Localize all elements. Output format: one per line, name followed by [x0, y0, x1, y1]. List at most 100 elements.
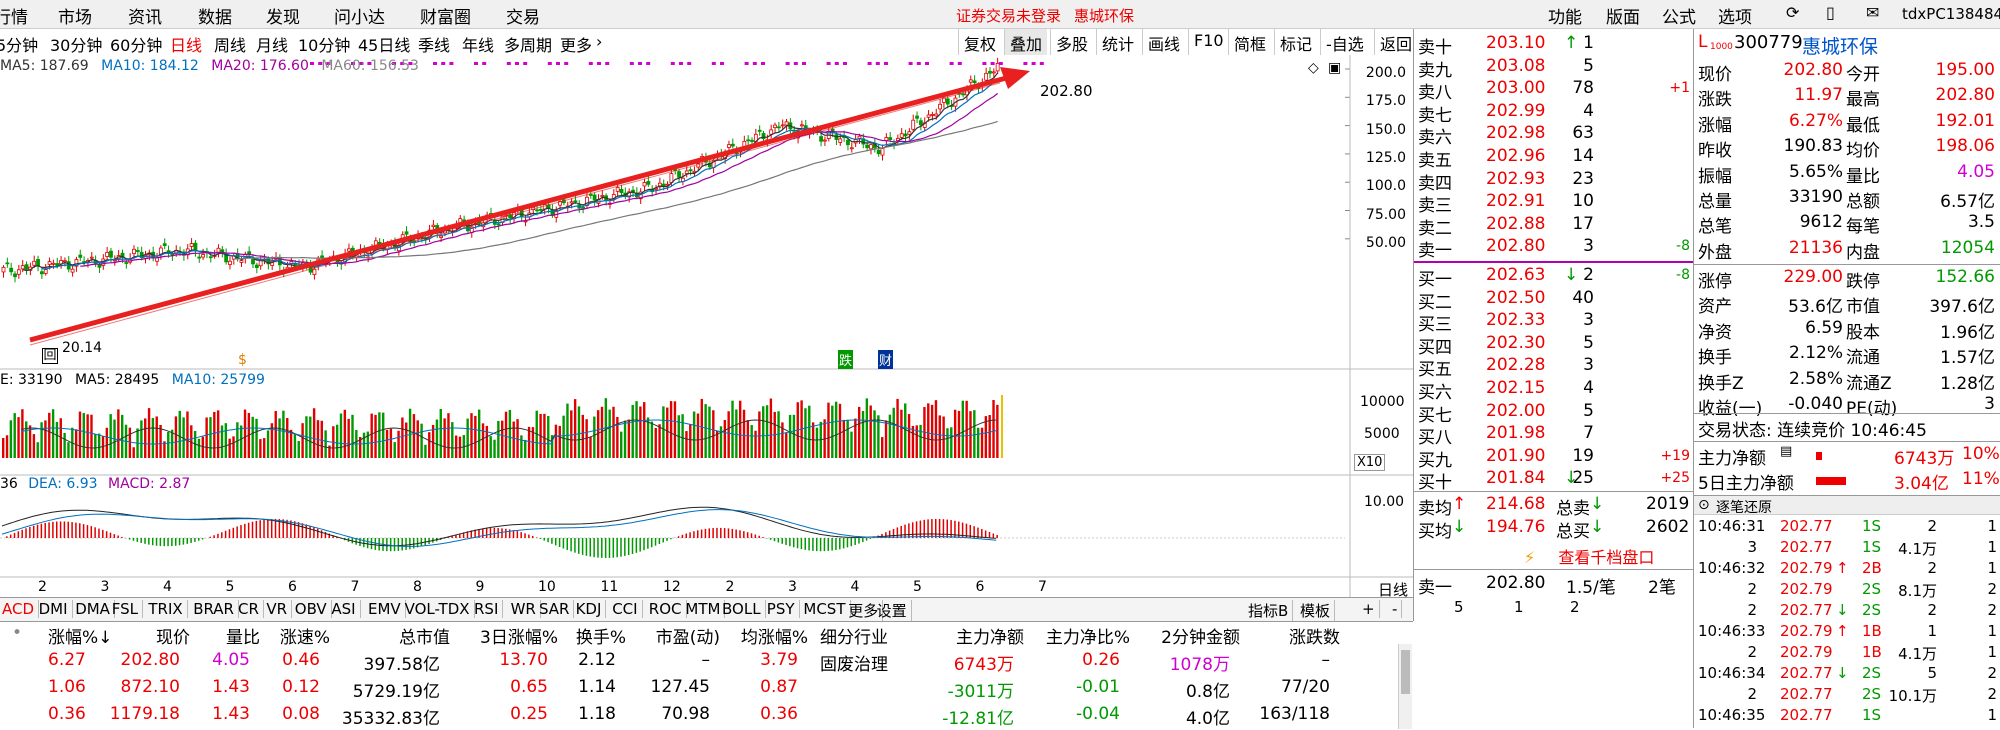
bid-row-7[interactable]: 买七 202.00 5: [1414, 401, 1694, 426]
table-cell[interactable]: 0.8亿: [1185, 682, 1230, 702]
stock-name[interactable]: 惠城环保: [1802, 36, 1879, 58]
info-icon[interactable]: ▤: [1780, 444, 1793, 459]
table-cell[interactable]: 1.43: [212, 704, 250, 724]
indicator-tab-vr[interactable]: VR: [262, 600, 293, 618]
vol-scale-badge[interactable]: X10: [1354, 454, 1386, 471]
ask-row-7[interactable]: 卖七 202.99 4: [1414, 101, 1694, 126]
btn-draw[interactable]: 画线: [1142, 29, 1186, 55]
chevron-right-icon[interactable]: ›: [596, 32, 603, 51]
menu-market[interactable]: 市场: [58, 8, 92, 28]
table-header[interactable]: 市盈(动): [655, 628, 720, 648]
ask-row-3[interactable]: 卖三 202.91 10: [1414, 191, 1694, 216]
indicator-b-button[interactable]: 指标B: [1244, 600, 1294, 621]
btn-f10[interactable]: F10: [1188, 29, 1229, 55]
menu-news[interactable]: 资讯: [128, 8, 162, 28]
table-cell[interactable]: –: [701, 650, 711, 670]
zoom-in-button[interactable]: +: [1358, 600, 1380, 618]
ask-row-6[interactable]: 卖六 202.98 63: [1414, 123, 1694, 148]
ask-row-10[interactable]: 卖十 203.10 ↑ 1: [1414, 33, 1694, 58]
table-cell[interactable]: 77/20: [1281, 677, 1330, 697]
indicator-tab-rsi[interactable]: RSI: [470, 600, 504, 618]
menu-formula[interactable]: 公式: [1662, 8, 1696, 28]
indicator-tab-asi[interactable]: ASI: [327, 600, 361, 618]
table-cell[interactable]: 0.12: [282, 677, 320, 697]
bid-row-3[interactable]: 买三 202.33 3: [1414, 310, 1694, 335]
table-header[interactable]: 涨跌数: [1289, 628, 1340, 648]
period-45day[interactable]: 45日线: [358, 36, 411, 55]
menu-ask[interactable]: 问小达: [334, 8, 385, 28]
indicator-tab-dmi[interactable]: DMI: [35, 600, 73, 618]
ask-row-9[interactable]: 卖九 203.08 5: [1414, 56, 1694, 81]
ask-row-4[interactable]: 卖四 202.93 23: [1414, 169, 1694, 194]
table-cell[interactable]: 6.27: [48, 650, 86, 670]
indicator-tab-更多[interactable]: 更多: [844, 600, 884, 621]
table-cell[interactable]: 4.0亿: [1185, 709, 1230, 729]
limit-down-marker[interactable]: 跌: [838, 350, 854, 369]
bid-row-10[interactable]: 买十 201.84 ↓ 25 +25: [1414, 468, 1694, 493]
table-header[interactable]: 均涨幅%: [740, 628, 808, 648]
view-depth-text[interactable]: 查看千档盘口: [1558, 548, 1655, 567]
period-60min[interactable]: 60分钟: [110, 36, 163, 55]
table-cell[interactable]: 0.46: [282, 650, 320, 670]
bid-row-4[interactable]: 买四 202.30 5: [1414, 333, 1694, 358]
period-daily[interactable]: 日线: [170, 36, 203, 55]
indicator-tab-emv[interactable]: EMV: [364, 600, 406, 618]
table-cell[interactable]: 1.14: [578, 677, 616, 697]
btn-watchlist[interactable]: -自选: [1320, 29, 1369, 55]
table-header[interactable]: 涨幅%↓: [48, 628, 113, 648]
table-header[interactable]: 主力净比%: [1045, 628, 1130, 648]
table-cell[interactable]: 固废治理: [820, 655, 888, 675]
bid-row-2[interactable]: 买二 202.50 40: [1414, 288, 1694, 313]
indicator-tab-fsl[interactable]: FSL: [108, 600, 144, 618]
menu-function[interactable]: 功能: [1548, 8, 1582, 28]
bid-row-5[interactable]: 买五 202.28 3: [1414, 355, 1694, 380]
login-status[interactable]: 证券交易未登录: [956, 7, 1062, 25]
table-cell[interactable]: 202.80: [120, 650, 180, 670]
indicator-tab-acd[interactable]: ACD: [0, 600, 40, 618]
table-cell[interactable]: 4.05: [212, 650, 250, 670]
btn-overlay[interactable]: 叠加: [1004, 29, 1048, 55]
table-cell[interactable]: 5729.19亿: [352, 682, 440, 702]
bid-row-8[interactable]: 买八 201.98 7: [1414, 423, 1694, 448]
indicator-tab-kdj[interactable]: KDJ: [572, 600, 607, 618]
bid-row-6[interactable]: 买六 202.15 4: [1414, 378, 1694, 403]
table-cell[interactable]: 0.36: [48, 704, 86, 724]
indicator-tab-psy[interactable]: PSY: [763, 600, 800, 618]
indicator-tab-obv[interactable]: OBV: [291, 600, 332, 618]
period-30min[interactable]: 30分钟: [50, 36, 103, 55]
btn-back[interactable]: 返回: [1374, 29, 1418, 55]
menu-quote[interactable]: 行情: [0, 8, 28, 28]
table-cell[interactable]: 3.79: [760, 650, 798, 670]
indicator-tab-mcst[interactable]: MCST: [799, 600, 851, 618]
calendar-icon[interactable]: 回: [42, 348, 58, 364]
table-cell[interactable]: 1078万: [1169, 655, 1230, 675]
ask-row-2[interactable]: 卖二 202.88 17: [1414, 214, 1694, 239]
window-icon[interactable]: ▣: [1328, 60, 1342, 76]
menu-data[interactable]: 数据: [198, 8, 232, 28]
period-year[interactable]: 年线: [462, 36, 495, 55]
table-cell[interactable]: 127.45: [650, 677, 710, 697]
finance-marker[interactable]: 财: [878, 350, 894, 369]
btn-multistock[interactable]: 多股: [1050, 29, 1094, 55]
table-header[interactable]: 细分行业: [820, 628, 888, 648]
table-cell[interactable]: 35332.83亿: [341, 709, 440, 729]
table-cell[interactable]: 0.26: [1082, 650, 1120, 670]
bid-row-9[interactable]: 买九 201.90 19 +19: [1414, 446, 1694, 471]
ask-row-1[interactable]: 卖一 202.80 3 -8: [1414, 236, 1694, 261]
scrollbar-thumb[interactable]: [1401, 650, 1410, 694]
table-cell[interactable]: 0.65: [510, 677, 548, 697]
zoom-out-button[interactable]: -: [1388, 600, 1403, 618]
ask-row-8[interactable]: 卖八 203.00 78 +1: [1414, 78, 1694, 103]
table-cell[interactable]: 1.06: [48, 677, 86, 697]
refresh-icon[interactable]: ⟳: [1786, 3, 1800, 22]
table-cell[interactable]: 163/118: [1259, 704, 1330, 724]
bid-row-1[interactable]: 买一 202.63 ↓ 2 -8: [1414, 265, 1694, 290]
table-cell[interactable]: 70.98: [661, 704, 710, 724]
menu-options[interactable]: 选项: [1718, 8, 1752, 28]
indicator-tab-wr[interactable]: WR: [507, 600, 541, 618]
table-cell[interactable]: 1179.18: [109, 704, 180, 724]
period-10min[interactable]: 10分钟: [298, 36, 351, 55]
table-cell[interactable]: 0.08: [282, 704, 320, 724]
dividend-marker[interactable]: $: [238, 352, 247, 368]
indicator-tab-cci[interactable]: CCI: [608, 600, 643, 618]
